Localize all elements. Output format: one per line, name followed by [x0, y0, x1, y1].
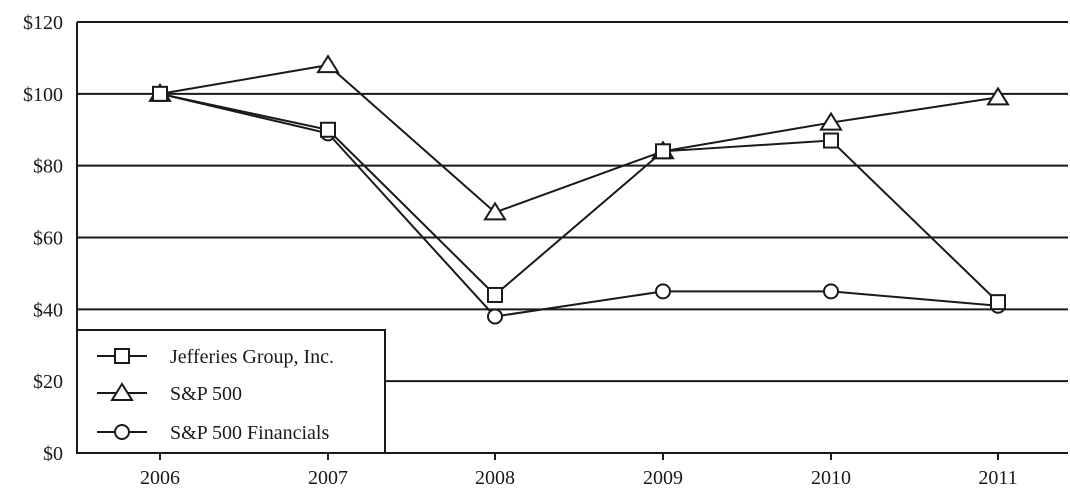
x-tick-label: 2009 [643, 467, 683, 489]
y-tick-label: $120 [23, 12, 63, 34]
data-point-triangle [483, 201, 507, 221]
data-point-circle [655, 283, 671, 300]
legend-label: Jefferies Group, Inc. [170, 346, 334, 368]
legend: Jefferies Group, Inc. S&P 500 S&P 500 Fina… [76, 329, 386, 454]
y-axis-tick-labels: $0 $20 $40 $60 $80 $100 $120 [23, 12, 63, 465]
series [148, 54, 1010, 325]
x-tick-label: 2011 [978, 467, 1017, 489]
y-tick-label: $0 [43, 443, 63, 465]
data-point-triangle [819, 111, 843, 131]
x-tick-label: 2008 [475, 467, 515, 489]
y-tick-label: $80 [33, 156, 63, 178]
gridlines [77, 92, 1068, 383]
x-axis-tick-labels: 2006 2007 2008 2009 2010 2011 [140, 453, 1018, 489]
legend-item: Jefferies Group, Inc. [97, 346, 334, 368]
data-point-triangle [316, 54, 340, 74]
series-triangle [148, 54, 1010, 221]
x-tick-label: 2007 [308, 467, 348, 489]
data-point-square [152, 85, 168, 102]
legend-marker-square [114, 348, 130, 364]
data-point-circle [823, 283, 839, 300]
legend-item: S&P 500 Financials [97, 422, 329, 444]
y-tick-label: $40 [33, 299, 63, 321]
data-point-square [990, 294, 1006, 311]
legend-marker-circle [114, 424, 130, 440]
x-tick-label: 2006 [140, 467, 180, 489]
y-tick-label: $60 [33, 228, 63, 250]
series-line-circle [159, 92, 999, 318]
data-point-triangle [986, 86, 1010, 106]
series-circle [152, 85, 1006, 325]
data-point-square [487, 286, 503, 303]
data-point-square [823, 132, 839, 149]
legend-label: S&P 500 Financials [170, 422, 329, 444]
y-tick-label: $100 [23, 84, 63, 106]
legend-item: S&P 500 [97, 382, 242, 405]
x-tick-label: 2010 [811, 467, 851, 489]
series-square [152, 85, 1006, 311]
legend-label: S&P 500 [170, 383, 242, 405]
data-point-square [655, 143, 671, 160]
series-line-triangle [159, 64, 999, 214]
y-tick-label: $20 [33, 371, 63, 393]
data-point-square [320, 121, 336, 138]
data-point-circle [487, 308, 503, 325]
series-line-square [159, 92, 999, 303]
legend-marker-triangle [110, 382, 134, 401]
